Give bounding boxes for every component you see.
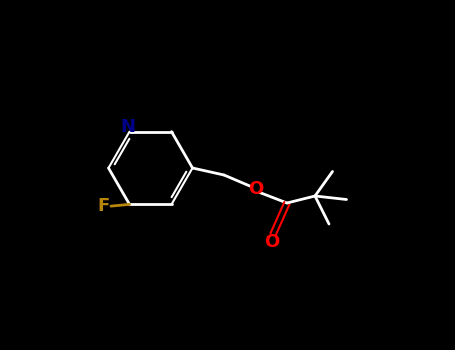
Text: F: F <box>97 197 109 215</box>
Text: O: O <box>248 180 263 198</box>
Text: N: N <box>120 118 135 136</box>
Text: O: O <box>264 233 279 251</box>
